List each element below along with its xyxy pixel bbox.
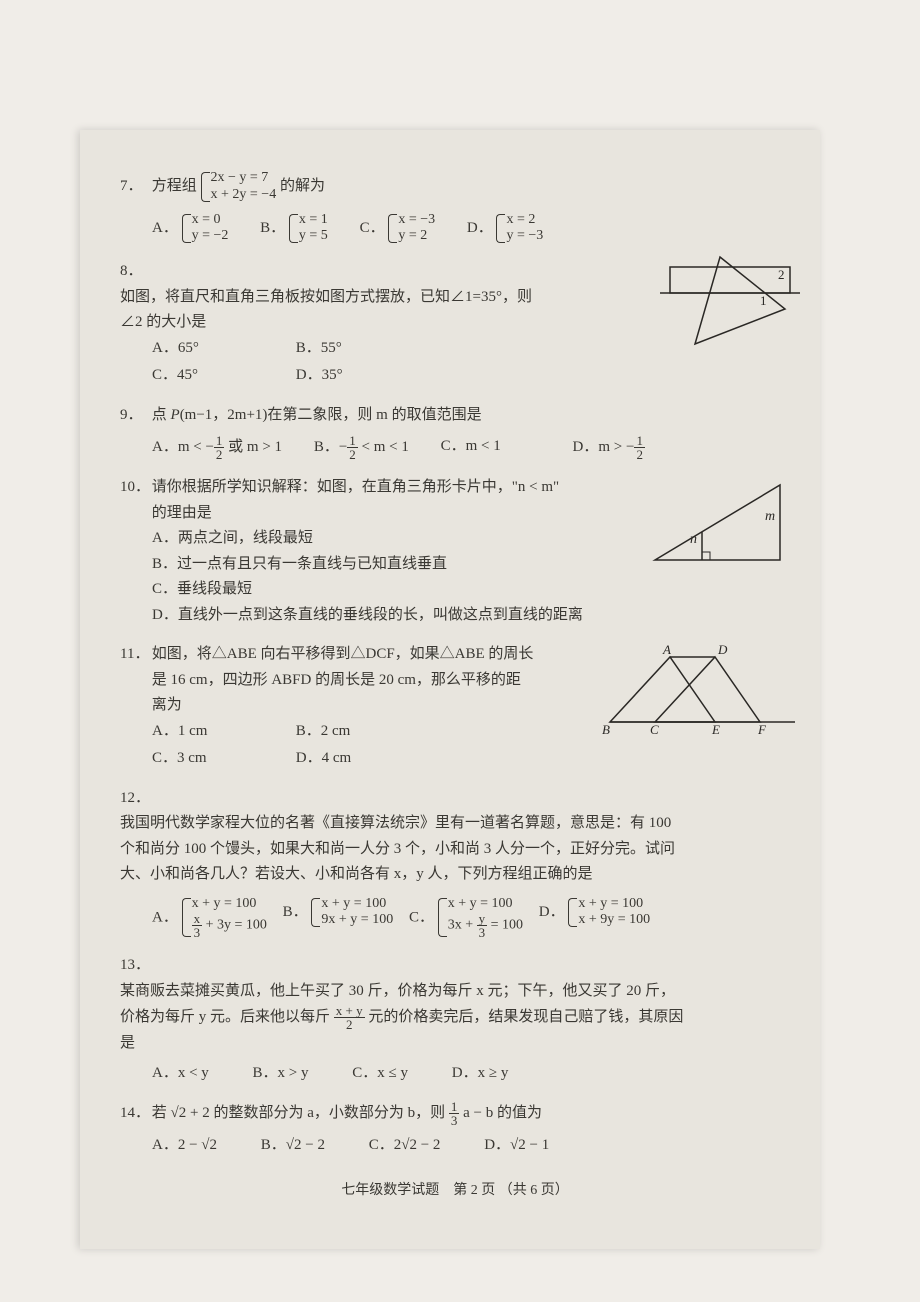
q8-stem: 如图，将直尺和直角三角板按如图方式摆放，已知∠1=35°，则	[120, 289, 532, 305]
q13-stem2a: 价格为每斤 y 元。后来他以每斤	[120, 1009, 330, 1025]
q9-opt-a: A．m < −12 或 m > 1	[152, 434, 282, 461]
question-13: 13． 某商贩去菜摊买黄瓜，他上午买了 30 斤，价格为每斤 x 元；下午，他又…	[120, 953, 790, 1086]
question-11: 11． 如图，将△ABE 向右平移得到△DCF，如果△ABE 的周长 是 16 …	[120, 642, 790, 772]
q8-opt-a: A．65°	[152, 336, 292, 362]
q13-opt-c: C．x ≤ y	[352, 1061, 408, 1087]
q7-system: 2x − y = 7 x + 2y = −4	[201, 170, 277, 204]
q10-figure: m n	[640, 475, 790, 575]
q8-stem2: ∠2 的大小是	[120, 314, 206, 330]
q7-eq2: x + 2y = −4	[211, 187, 277, 204]
q8-opt-c: C．45°	[152, 363, 292, 389]
q8-opt-b: B．55°	[296, 336, 436, 362]
q12-stem: 我国明代数学家程大位的名著《直接算法统宗》里有一道著名算题，意思是：有 100	[120, 815, 671, 831]
q9-stem-b: (m−1，2m+1)在第二象限，则 m 的取值范围是	[180, 407, 482, 423]
exam-page: 7． 方程组 2x − y = 7 x + 2y = −4 的解为 A． x =…	[80, 130, 820, 1249]
question-9: 9． 点 P(m−1，2m+1)在第二象限，则 m 的取值范围是 A．m < −…	[120, 403, 790, 462]
q10-stem2: 的理由是	[152, 505, 212, 521]
question-8: 8． 如图，将直尺和直角三角板按如图方式摆放，已知∠1=35°，则 ∠2 的大小…	[120, 259, 790, 389]
q11-number: 11．	[120, 642, 148, 668]
q12-opt-c: C． x + y = 100 3x + y3 = 100	[409, 896, 523, 940]
svg-text:A: A	[662, 642, 671, 657]
question-14: 14． 若 √2 + 2 的整数部分为 a，小数部分为 b，则 13 a − b…	[120, 1100, 790, 1159]
svg-text:C: C	[650, 722, 659, 737]
q8-opt-d: D．35°	[296, 363, 436, 389]
q7-opt-d: D． x = 2 y = −3	[467, 212, 543, 246]
q7-opt-c: C． x = −3 y = 2	[360, 212, 436, 246]
q7-opt-a: A． x = 0 y = −2	[152, 212, 228, 246]
svg-text:D: D	[717, 642, 728, 657]
q11-opt-b: B．2 cm	[296, 719, 436, 745]
q12-stem3: 大、小和尚各几人？若设大、小和尚各有 x，y 人，下列方程组正确的是	[120, 866, 593, 882]
q12-opt-b: B． x + y = 100 9x + y = 100	[283, 896, 394, 930]
q7-number: 7．	[120, 174, 148, 200]
svg-text:E: E	[711, 722, 720, 737]
q11-figure: A D B C E F	[600, 642, 800, 737]
q13-opt-b: B．x > y	[253, 1061, 309, 1087]
q14-opt-d: D．√2 − 1	[484, 1133, 549, 1159]
q7-eq1: 2x − y = 7	[211, 170, 277, 187]
q13-stem: 某商贩去菜摊买黄瓜，他上午买了 30 斤，价格为每斤 x 元；下午，他又买了 2…	[120, 983, 675, 999]
q12-opt-a: A． x + y = 100 x3 + 3y = 100	[152, 896, 267, 940]
q11-opt-a: A．1 cm	[152, 719, 292, 745]
question-12: 12． 我国明代数学家程大位的名著《直接算法统宗》里有一道著名算题，意思是：有 …	[120, 786, 790, 940]
q13-number: 13．	[120, 953, 148, 979]
q10-stem: 请你根据所学知识解释：如图，在直角三角形卡片中，"n < m"	[152, 479, 559, 495]
q9-stem-a: 点	[152, 407, 171, 423]
q14-stem-b: a − b 的值为	[463, 1105, 542, 1121]
q14-opt-b: B．√2 − 2	[261, 1133, 325, 1159]
q8-number: 8．	[120, 259, 148, 285]
q10-fig-n: n	[690, 532, 697, 547]
q12-opt-d: D． x + y = 100 x + 9y = 100	[539, 896, 650, 930]
q8-fig-label1: 1	[760, 293, 767, 308]
q11-opt-d: D．4 cm	[296, 746, 436, 772]
q7-stem-suffix: 的解为	[280, 178, 325, 194]
page-footer: 七年级数学试题 第 2 页 （共 6 页）	[120, 1179, 790, 1199]
q11-stem: 如图，将△ABE 向右平移得到△DCF，如果△ABE 的周长	[152, 646, 534, 662]
q9-stem-p: P	[171, 407, 180, 423]
q9-opt-d: D．m > −12	[573, 434, 645, 461]
q9-number: 9．	[120, 403, 148, 429]
q10-opt-c: C．垂线段最短	[152, 577, 790, 603]
q10-fig-m: m	[765, 509, 775, 524]
q9-opt-c: C．m < 1	[441, 434, 501, 460]
svg-text:F: F	[757, 722, 767, 737]
q8-fig-label2: 2	[778, 267, 785, 282]
q7-opt-b: B． x = 1 y = 5	[260, 212, 328, 246]
q10-number: 10．	[120, 475, 148, 501]
q11-stem2: 是 16 cm，四边形 ABFD 的周长是 20 cm，那么平移的距	[152, 672, 521, 688]
q11-stem3: 离为	[152, 697, 182, 713]
q7-stem-prefix: 方程组	[152, 178, 197, 194]
q8-figure: 1 2	[660, 249, 800, 359]
q14-opt-c: C．2√2 − 2	[369, 1133, 441, 1159]
q14-opt-a: A．2 − √2	[152, 1133, 217, 1159]
q14-stem-a: 若 √2 + 2 的整数部分为 a，小数部分为 b，则	[152, 1105, 445, 1121]
q13-opt-a: A．x < y	[152, 1061, 209, 1087]
q9-opt-b: B．−12 < m < 1	[314, 434, 409, 461]
svg-text:B: B	[602, 722, 610, 737]
q13-stem3: 是	[120, 1035, 135, 1051]
q12-stem2: 个和尚分 100 个馒头，如果大和尚一人分 3 个，小和尚 3 人分一个，正好分…	[120, 841, 675, 857]
q14-number: 14．	[120, 1101, 148, 1127]
q11-opt-c: C．3 cm	[152, 746, 292, 772]
question-7: 7． 方程组 2x − y = 7 x + 2y = −4 的解为 A． x =…	[120, 170, 790, 245]
q12-number: 12．	[120, 786, 148, 812]
q10-opt-d: D．直线外一点到这条直线的垂线段的长，叫做这点到直线的距离	[152, 603, 790, 629]
q13-opt-d: D．x ≥ y	[452, 1061, 509, 1087]
question-10: 10． 请你根据所学知识解释：如图，在直角三角形卡片中，"n < m" 的理由是…	[120, 475, 790, 628]
q13-stem2b: 元的价格卖完后，结果发现自己赔了钱，其原因	[368, 1009, 683, 1025]
